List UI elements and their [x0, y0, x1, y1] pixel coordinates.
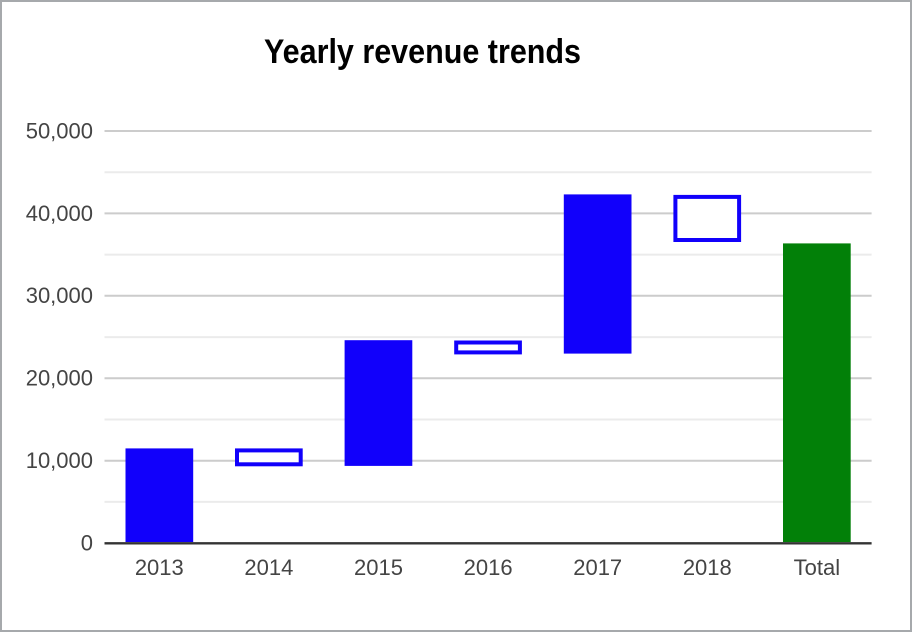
svg-text:20,000: 20,000: [26, 366, 93, 391]
svg-text:2013: 2013: [135, 555, 184, 580]
svg-text:2015: 2015: [354, 555, 403, 580]
svg-text:2017: 2017: [573, 555, 622, 580]
svg-text:Total: Total: [794, 555, 840, 580]
svg-text:2014: 2014: [244, 555, 293, 580]
svg-text:50,000: 50,000: [26, 118, 93, 143]
svg-text:2016: 2016: [464, 555, 513, 580]
svg-text:10,000: 10,000: [26, 448, 93, 473]
svg-text:2018: 2018: [683, 555, 732, 580]
svg-text:0: 0: [81, 531, 93, 556]
svg-text:30,000: 30,000: [26, 283, 93, 308]
svg-text:Yearly revenue trends: Yearly revenue trends: [264, 33, 581, 71]
svg-text:40,000: 40,000: [26, 201, 93, 226]
